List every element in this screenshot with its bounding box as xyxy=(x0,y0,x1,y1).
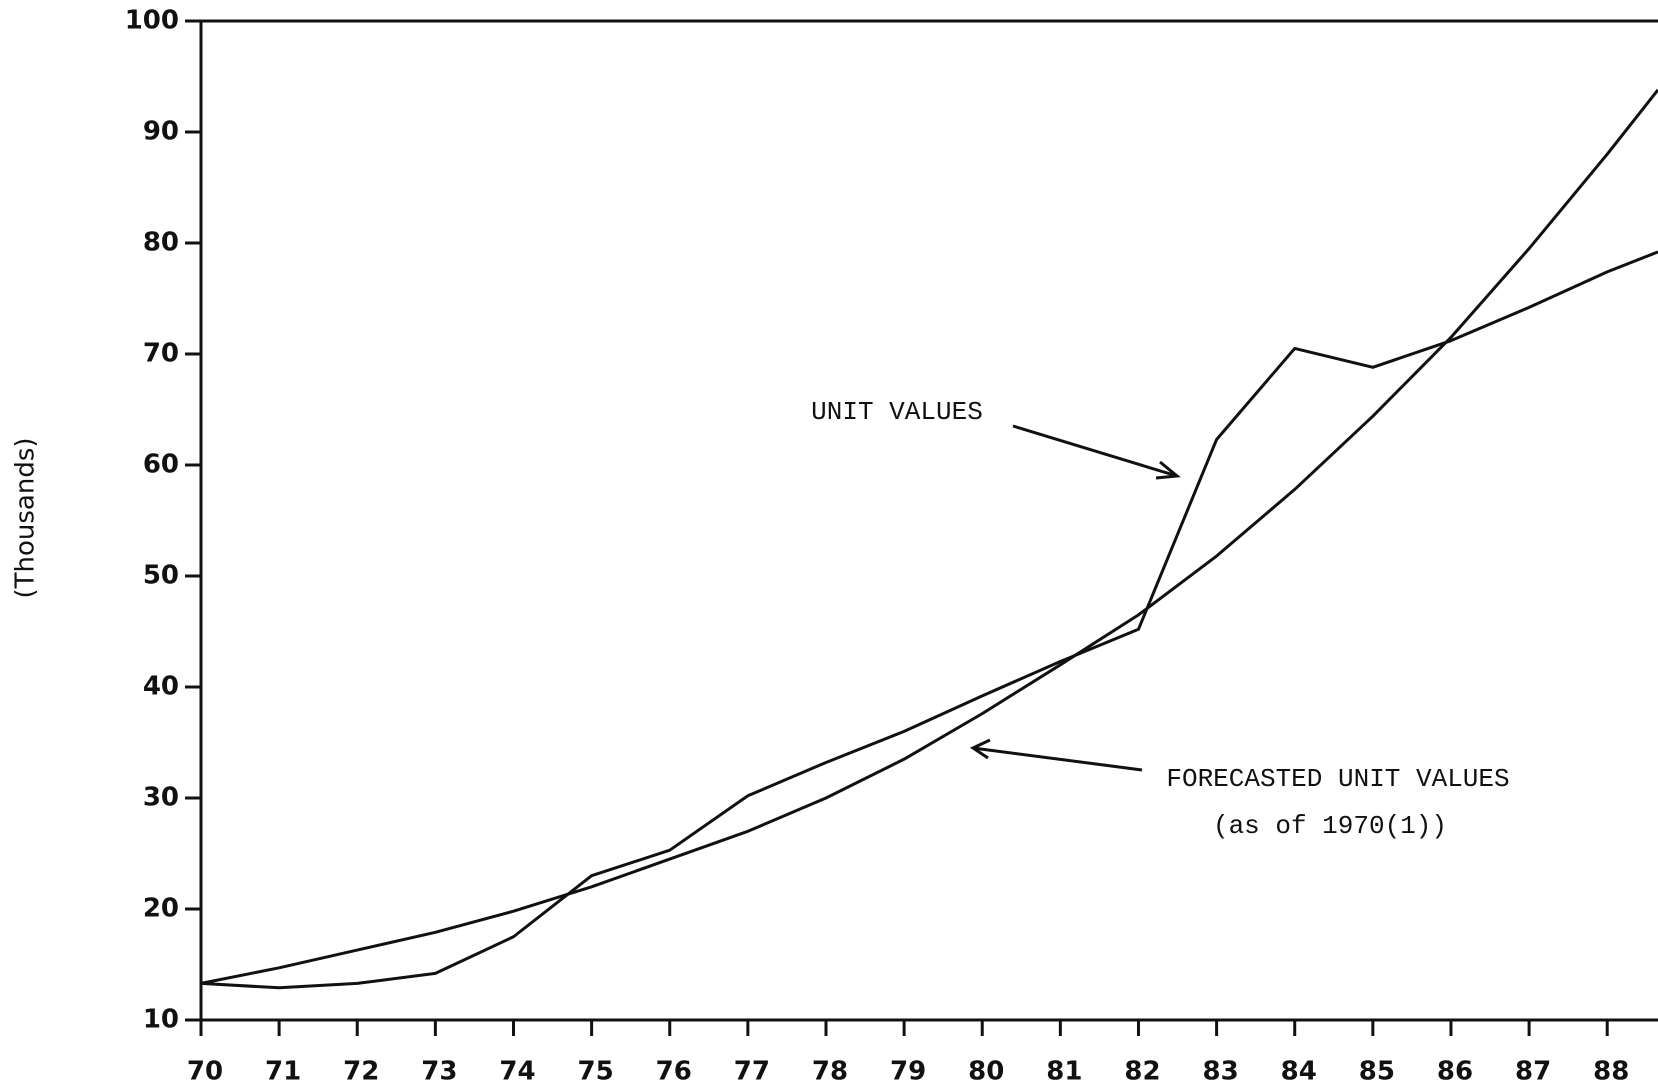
y-tick-label: 20 xyxy=(143,894,179,924)
x-tick-label: 78 xyxy=(812,1057,848,1087)
y-tick-label: 90 xyxy=(143,117,179,147)
x-tick-label: 80 xyxy=(968,1057,1004,1087)
y-tick-label: 100 xyxy=(125,6,179,36)
x-tick-label: 85 xyxy=(1359,1057,1395,1087)
x-tick-label: 76 xyxy=(656,1057,692,1087)
y-tick-label: 80 xyxy=(143,228,179,258)
y-tick-label: 60 xyxy=(143,450,179,480)
x-tick-label: 77 xyxy=(734,1057,770,1087)
arrow xyxy=(1012,424,1178,478)
y-tick-label: 40 xyxy=(143,672,179,702)
y-tick-label: 10 xyxy=(143,1005,179,1035)
x-tick-label: 75 xyxy=(578,1057,614,1087)
series-line xyxy=(200,88,1658,985)
series-line xyxy=(200,250,1658,990)
x-tick-label: 72 xyxy=(343,1057,379,1087)
y-tick-label: 50 xyxy=(143,561,179,591)
arrow-head xyxy=(1155,460,1181,480)
arrow-head xyxy=(969,738,991,760)
y-tick-label: 70 xyxy=(143,339,179,369)
x-tick-label: 87 xyxy=(1515,1057,1551,1087)
x-tick-label: 71 xyxy=(265,1057,301,1087)
annotation: (as of 1970(1)) xyxy=(1213,811,1447,841)
x-tick-label: 73 xyxy=(421,1057,457,1087)
y-tick-label: 30 xyxy=(143,783,179,813)
annotation: UNIT VALUES xyxy=(811,397,983,427)
arrow xyxy=(972,746,1143,772)
x-tick-label: 86 xyxy=(1437,1057,1473,1087)
x-tick-label: 83 xyxy=(1203,1057,1239,1087)
x-tick-label: 79 xyxy=(890,1057,926,1087)
x-tick-label: 70 xyxy=(187,1057,223,1087)
annotation: FORECASTED UNIT VALUES xyxy=(1166,764,1509,794)
arrows xyxy=(969,424,1181,772)
x-tick-label: 88 xyxy=(1593,1057,1629,1087)
x-tick-label: 82 xyxy=(1124,1057,1160,1087)
y-axis-label: (Thousands) xyxy=(11,437,41,598)
x-tick-label: 74 xyxy=(499,1057,535,1087)
x-tick-label: 84 xyxy=(1281,1057,1317,1087)
x-tick-label: 81 xyxy=(1046,1057,1082,1087)
